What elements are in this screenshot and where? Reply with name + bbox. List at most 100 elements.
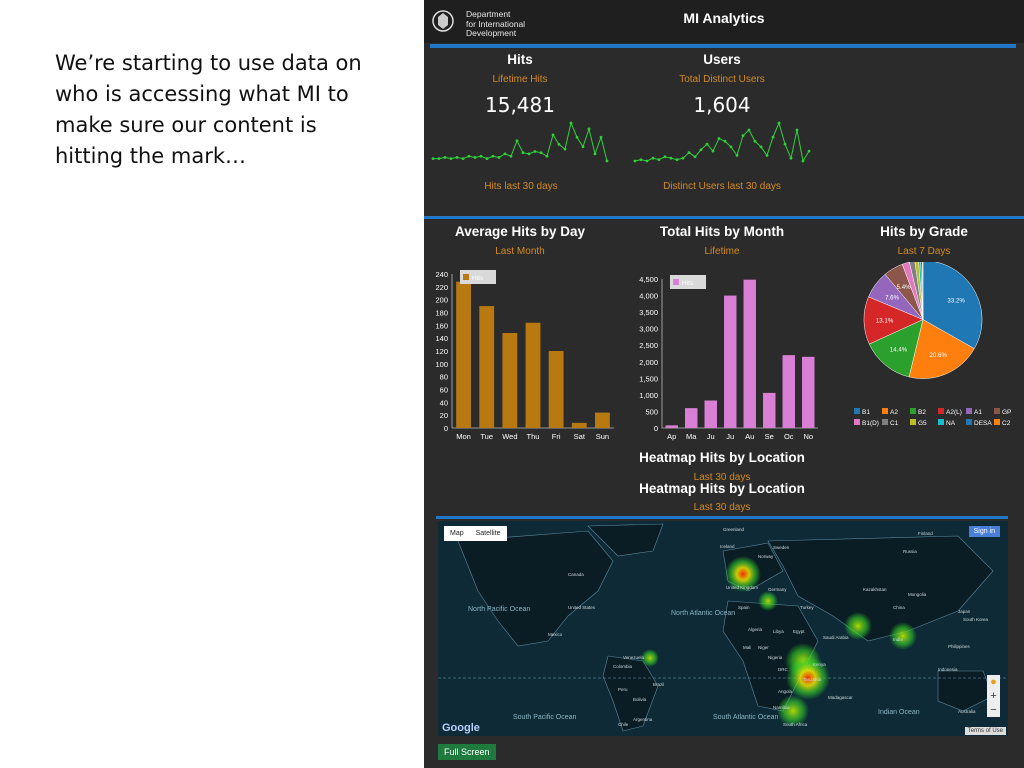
y-tick-label: 120 [435,347,448,356]
users-sparkline-point [741,134,745,138]
full-screen-button[interactable]: Full Screen [438,744,496,760]
hits-sparkline-point [479,154,483,158]
bar [548,351,564,428]
map-country-label: Egypt [793,629,805,634]
y-tick-label: 3,500 [639,308,658,317]
pie-legend-swatch [994,408,1000,414]
ocean-label-south-atlantic: South Atlantic Ocean [713,714,778,721]
y-tick-label: 4,500 [639,275,658,284]
zoom-out-button[interactable]: − [990,704,997,716]
y-tick-label: 40 [440,398,448,407]
users-value: 1,604 [693,93,751,117]
zoom-in-button[interactable]: + [990,690,997,702]
dept-line-1: Department [466,9,511,19]
heat-spot-europe [758,591,778,611]
hits-sparkline-point [599,135,603,139]
hits-sparkline-point [527,152,531,156]
pie-legend-label: NA [946,420,956,427]
pie-slice [914,262,924,320]
users-sparkline-line [634,121,810,163]
users-sparkline-point [711,149,715,153]
pie-slice [908,319,975,379]
heat-spot-africa [786,656,830,700]
bar [479,306,495,428]
hits-sparkline-point [539,151,543,155]
ocean-label-indian: Indian Ocean [878,709,920,716]
hits-sparkline-point [581,145,585,149]
map-country-label: Japan [958,609,971,614]
users-sparkline-point [771,135,775,139]
y-tick-label: 60 [440,386,448,395]
x-tick-label: Tue [480,432,493,441]
heat-spot-asia [844,612,872,640]
users-sparkline-point [669,156,673,160]
map-country-label: United Kingdom [726,585,758,590]
hits-title: Hits [507,52,533,67]
users-sparkline-point [759,145,763,149]
pie-legend-swatch [938,419,944,425]
pie-slice-label: 20.6% [930,352,948,359]
sign-in-button[interactable]: Sign in [968,526,1000,537]
pie-legend-swatch [882,419,888,425]
bar [802,356,815,428]
bar [704,400,717,428]
zoom-control: ● + − [987,675,1000,717]
heatmap-map[interactable]: North Pacific Ocean North Atlantic Ocean… [438,521,1008,736]
y-tick-label: 220 [435,283,448,292]
heatmap-title-2: Heatmap Hits by Location [639,481,805,496]
y-tick-label: 2,000 [639,358,658,367]
x-tick-label: Sun [596,432,609,441]
y-tick-label: 140 [435,334,448,343]
heat-spot-americas [641,649,659,667]
ocean-label-south-pacific: South Pacific Ocean [513,714,577,721]
map-country-label: China [893,605,905,610]
users-sparkline-point [663,155,667,159]
map-country-label: South Africa [783,722,808,727]
map-country-label: Peru [618,687,628,692]
y-tick-label: 240 [435,270,448,279]
map-country-label: Canada [568,572,584,577]
map-country-label: Iceland [720,544,735,549]
map-country-label: Mexico [548,632,563,637]
bar [502,333,518,428]
map-country-label: Madagascar [828,695,853,700]
map-country-label: Brazil [653,682,664,687]
pie-legend-label: G5 [918,420,927,427]
users-sparkline-point [687,151,691,154]
pie-legend-swatch [854,419,860,425]
map-country-label: Russia [903,549,917,554]
users-sparkline-point [789,156,793,160]
y-tick-label: 3,000 [639,325,658,334]
hits-sparkline-point [497,156,501,159]
map-country-label: Sweden [773,545,790,550]
bar [685,408,698,428]
pegman-icon[interactable]: ● [990,676,997,688]
ocean-label-north-pacific: North Pacific Ocean [468,606,530,613]
map-country-label: Philippines [948,644,971,649]
users-sparkline-point [681,156,685,160]
bar [571,422,587,428]
legend-label: Hits [472,275,484,282]
google-logo[interactable]: Google [442,722,480,734]
department-logo-text: Department for International Development [466,9,525,39]
users-sparkline-point [675,158,679,161]
avg-day-chart: 0 20 40 60 80 100 120 140 160 180 200 220 240 Mon Tue W… [435,270,614,441]
y-tick-label: 80 [440,373,448,382]
x-tick-label: Ju [726,432,734,441]
satellite-button[interactable]: Satellite [475,530,501,537]
x-tick-label: Se [765,432,774,441]
pie-slice [922,262,983,349]
users-sparkline-point [639,158,643,161]
world-map-graphic: North Pacific Ocean North Atlantic Ocean… [438,523,1008,732]
map-button[interactable]: Map [450,530,464,537]
hits-sparkline-point [449,157,453,161]
legend-label: Hits [682,280,694,287]
heat-spot-south-africa [777,695,809,727]
terms-of-use-link[interactable]: Terms of Use [964,727,1006,735]
pie-slice-label: 14.4% [890,347,908,354]
x-tick-label: Fri [552,432,561,441]
avg-day-subtitle: Last Month [495,246,545,257]
legend-box [670,275,706,289]
hits-sparkline-point [437,157,441,161]
users-sparkline-point [783,142,787,146]
